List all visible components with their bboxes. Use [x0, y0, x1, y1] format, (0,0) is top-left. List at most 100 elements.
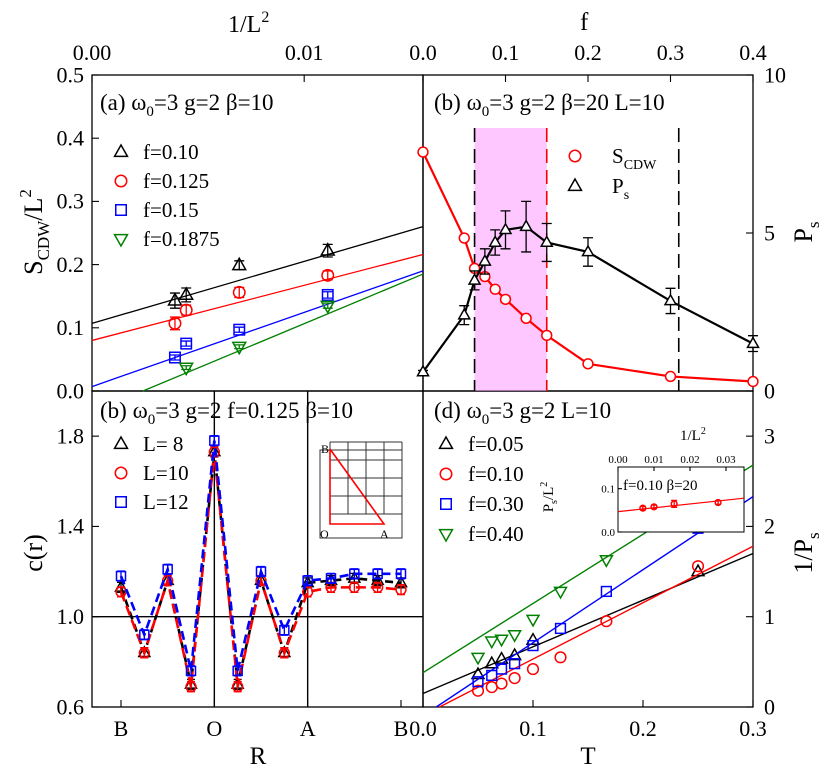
panel-a-top-x-ticklabel-0: 0.00	[73, 40, 112, 65]
panel-d-point-2-2	[495, 663, 508, 675]
panel-d-point-3-4	[525, 614, 541, 628]
inset-d-x-ticklabel-3: 0.03	[716, 454, 736, 466]
panel-c: 0.6 1.0 1.4 1.8 B O A B L= 8 L=10 L=12 B O A	[57, 391, 423, 741]
panel-c-errorbar-2-1	[140, 629, 149, 641]
panel-c-x-ticklabel-1: O	[206, 716, 222, 741]
panel-d-point-0-4	[525, 632, 541, 645]
panel-b-legend-label-1: Ps	[612, 174, 629, 203]
panel-c-point-1-3	[185, 681, 197, 693]
panel-d-legend-label-0: f=0.05	[468, 432, 524, 456]
panel-a-errorbar-1-1	[181, 304, 192, 316]
panel-b-right-y-ticklabel-1: 5	[764, 220, 775, 245]
panel-b-point-0-4	[489, 283, 501, 295]
panel-c-point-2-3	[185, 665, 197, 677]
panel-b-point-1-6	[519, 219, 533, 232]
panel-d-legend-label-1: f=0.10	[468, 462, 524, 486]
panel-a-legend-marker-1	[114, 174, 128, 188]
panel-d-point-2-4	[527, 639, 539, 652]
inset-d-x-ticklabel-2: 0.02	[680, 454, 699, 466]
panel-c-legend-label-1: L=10	[143, 461, 189, 485]
panel-d-point-2-3	[509, 658, 521, 670]
panel-c-label: (b) ω0=3 g=2 f=0.125 β=10	[100, 398, 353, 428]
panel-c-x-ticklabel-0: B	[114, 716, 129, 741]
inset-d-y-ticklabel-0: 0.0	[601, 527, 615, 539]
panel-d-point-3-2	[494, 634, 509, 648]
panel-c-point-1-10	[348, 581, 361, 594]
panel-c-point-1-8	[301, 586, 314, 598]
panel-b-point-1-0	[416, 364, 430, 377]
panel-c-errorbar-2-2	[163, 563, 172, 575]
panel-d-right-y-ticklabel-2: 2	[764, 514, 775, 539]
panel-a-top-x-ticklabel-1: 0.01	[285, 40, 324, 65]
panel-b-point-0-1	[458, 232, 470, 244]
panel-b-point-1-2	[467, 272, 482, 285]
panel-d-point-3-3	[507, 629, 522, 643]
panel-b-frame	[422, 74, 754, 392]
panel-b-point-0-8	[582, 358, 594, 370]
panel-a-y-ticklabel-3: 0.3	[57, 189, 85, 214]
panel-d-legend-label-3: f=0.40	[468, 522, 524, 546]
panel-c-y-ticklabel-3: 1.8	[57, 423, 85, 448]
panel-a: 0.00 0.01 0.0 0.1 0.2 0.3 0.4 0.5 f=0.10 f=0.125 f…	[57, 40, 424, 403]
panel-c-legend-marker-0	[113, 435, 129, 450]
panel-a-fit-line-3	[142, 273, 424, 392]
panel-b-point-0-0	[417, 146, 429, 158]
panel-b-legend-marker-1	[567, 177, 583, 192]
panel-c-point-2-9	[325, 573, 337, 584]
panel-c-y-ticklabel-0: 0.6	[57, 694, 85, 719]
panel-a-point-0-3	[320, 242, 336, 256]
panel-a-legend-label-2: f=0.15	[143, 198, 199, 222]
panel-a-label: (a) ω0=3 g=2 β=10	[100, 90, 274, 120]
panel-c-point-2-8	[302, 575, 313, 586]
panel-a-errorbar-2-2	[234, 326, 245, 333]
panel-b-top-x-ticklabel-4: 0.4	[739, 40, 767, 65]
panel-d-point-1-3	[508, 672, 521, 685]
panel-c-point-2-7	[279, 625, 290, 636]
panel-a-point-0-2	[231, 256, 247, 271]
panel-d-xlabel: T	[580, 743, 595, 770]
panel-a-y-ticklabel-0: 0.0	[57, 378, 85, 403]
panel-c-y-ticklabel-1: 1.0	[57, 604, 85, 629]
panel-b-point-0-6	[520, 312, 532, 324]
panel-a-legend-label-1: f=0.125	[143, 169, 209, 193]
panel-d-legend-label-2: f=0.30	[468, 492, 524, 516]
panel-b-point-0-5	[499, 293, 512, 306]
panel-d: 0.0 0.1 0.2 0.30 1 2 3 f=0.05 f=0.10 f=0.30 f=0.40…	[409, 423, 775, 741]
panel-d-point-1-5	[554, 651, 567, 664]
panel-b-top-x-ticklabel-0: 0.0	[409, 40, 437, 65]
panel-d-x-ticklabel-0: 0.0	[409, 716, 437, 741]
panel-c-point-2-11	[372, 568, 383, 580]
panel-c-point-2-1	[139, 629, 150, 641]
panel-d-point-1-4	[526, 663, 540, 676]
panel-d-legend-marker-0	[438, 435, 454, 450]
panel-d-point-2-1	[486, 669, 498, 682]
panel-d-legend-marker-3	[438, 528, 454, 543]
panel-a-fit-line-0	[91, 226, 424, 324]
panel-d-point-2-5	[554, 622, 567, 635]
panel-a-point-2-1	[180, 337, 193, 350]
panel-d-right-y-ticklabel-3: 3	[764, 423, 775, 448]
panel-d-point-3-6	[599, 555, 614, 568]
panel-b-point-0-9	[664, 370, 677, 383]
panel-d-legend-marker-1	[439, 467, 453, 481]
panel-d-fit-line-1	[439, 545, 754, 708]
panel-c-point-1-12	[395, 583, 407, 596]
panel-c-point-2-12	[395, 568, 407, 580]
panel-b-legend-marker-0	[568, 149, 582, 163]
panel-a-point-0-0	[167, 292, 183, 306]
inset-d-label: f=0.10 β=20	[623, 478, 698, 494]
panel-a-fit-line-2	[91, 270, 424, 388]
panel-b-point-0-7	[541, 329, 553, 342]
panel-b-legend-sub-1: s	[624, 188, 629, 203]
inset-d-y-ticklabel-1: 0.1	[601, 484, 615, 496]
panel-a-point-3-1	[231, 341, 247, 356]
inset-d-point-0	[639, 504, 647, 512]
panel-d-point-3-0	[470, 652, 486, 666]
panel-a-y-ticklabel-2: 0.2	[57, 252, 85, 277]
panel-b-point-1-9	[663, 293, 678, 306]
panel-d-point-2-0	[472, 676, 484, 688]
panel-c-legend-label-2: L=12	[143, 490, 189, 514]
panel-a-legend-label-0: f=0.10	[143, 140, 199, 164]
panel-a-legend-marker-3	[113, 233, 129, 248]
